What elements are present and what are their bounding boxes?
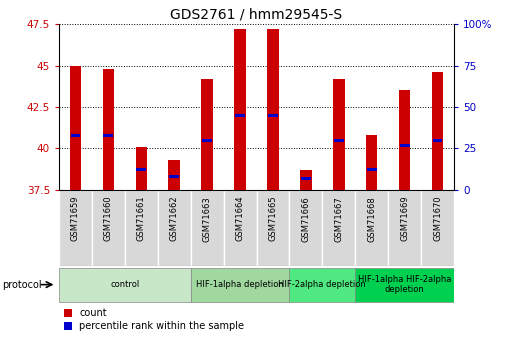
- Bar: [168, 160, 180, 190]
- Text: control: control: [110, 280, 140, 289]
- Text: GSM71659: GSM71659: [71, 196, 80, 241]
- Bar: [169, 175, 179, 178]
- Bar: [202, 139, 212, 141]
- Legend: count, percentile rank within the sample: count, percentile rank within the sample: [64, 308, 244, 332]
- Bar: [135, 147, 147, 190]
- Bar: [432, 139, 442, 141]
- Text: GSM71665: GSM71665: [268, 196, 278, 241]
- Bar: [59, 190, 92, 266]
- Bar: [400, 144, 409, 147]
- Bar: [104, 134, 113, 137]
- Text: GSM71661: GSM71661: [137, 196, 146, 241]
- Bar: [355, 268, 454, 302]
- Bar: [191, 268, 289, 302]
- Bar: [289, 190, 322, 266]
- Bar: [355, 190, 388, 266]
- Bar: [92, 190, 125, 266]
- Text: GSM71668: GSM71668: [367, 196, 376, 241]
- Bar: [136, 168, 146, 171]
- Text: HIF-2alpha depletion: HIF-2alpha depletion: [279, 280, 366, 289]
- Bar: [388, 190, 421, 266]
- Bar: [399, 90, 410, 190]
- Text: protocol: protocol: [3, 280, 42, 289]
- Bar: [334, 139, 344, 141]
- Bar: [103, 69, 114, 190]
- Text: GSM71663: GSM71663: [203, 196, 212, 241]
- Bar: [432, 72, 443, 190]
- Bar: [202, 79, 213, 190]
- Bar: [191, 190, 224, 266]
- Bar: [300, 170, 311, 190]
- Bar: [289, 268, 355, 302]
- Bar: [224, 190, 256, 266]
- Bar: [366, 135, 378, 190]
- Bar: [267, 29, 279, 190]
- Bar: [70, 66, 81, 190]
- Bar: [234, 29, 246, 190]
- Text: GSM71670: GSM71670: [433, 196, 442, 241]
- Bar: [421, 190, 454, 266]
- Text: GSM71662: GSM71662: [170, 196, 179, 241]
- Bar: [333, 79, 345, 190]
- Bar: [322, 190, 355, 266]
- Title: GDS2761 / hmm29545-S: GDS2761 / hmm29545-S: [170, 8, 343, 22]
- Text: GSM71666: GSM71666: [301, 196, 310, 241]
- Text: GSM71664: GSM71664: [235, 196, 245, 241]
- Bar: [256, 190, 289, 266]
- Bar: [301, 177, 311, 180]
- Text: HIF-1alpha HIF-2alpha
depletion: HIF-1alpha HIF-2alpha depletion: [358, 275, 451, 294]
- Bar: [268, 114, 278, 117]
- Bar: [367, 168, 377, 171]
- Bar: [125, 190, 158, 266]
- Bar: [235, 114, 245, 117]
- Text: HIF-1alpha depletion: HIF-1alpha depletion: [196, 280, 284, 289]
- Text: GSM71667: GSM71667: [334, 196, 343, 241]
- Text: GSM71669: GSM71669: [400, 196, 409, 241]
- Bar: [158, 190, 191, 266]
- Bar: [59, 268, 191, 302]
- Text: GSM71660: GSM71660: [104, 196, 113, 241]
- Bar: [71, 134, 81, 137]
